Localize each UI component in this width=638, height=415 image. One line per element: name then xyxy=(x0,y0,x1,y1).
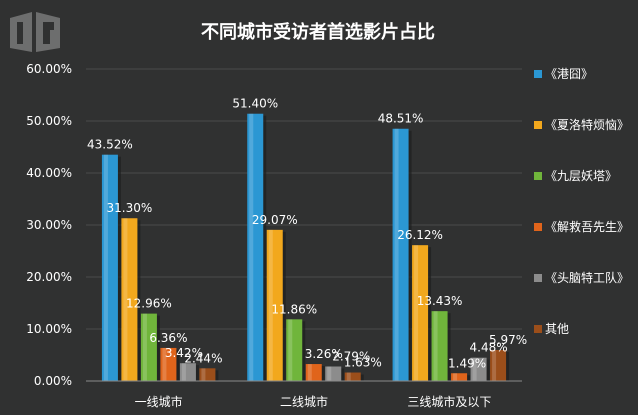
bar-highlight xyxy=(307,364,312,381)
chart-title: 不同城市受访者首选影片占比 xyxy=(201,21,435,43)
x-category-label: 一线城市 xyxy=(135,394,183,409)
bar xyxy=(490,349,507,381)
bar xyxy=(392,128,409,381)
bar xyxy=(121,218,138,381)
data-label: 3.26% xyxy=(305,347,343,361)
legend-label: 《夏洛特烦恼》 xyxy=(545,117,629,132)
logo-letter-r-bowl xyxy=(50,22,54,30)
data-label: 11.86% xyxy=(271,302,317,316)
bar-highlight xyxy=(201,368,206,381)
bar-highlight xyxy=(103,154,108,381)
legend-swatch xyxy=(534,325,542,333)
bar xyxy=(266,229,283,381)
bars-layer xyxy=(101,113,510,381)
bar-highlight xyxy=(433,311,438,381)
bar-highlight xyxy=(181,363,186,381)
legend-swatch xyxy=(534,121,542,129)
legend: 《港囧》《夏洛特烦恼》《九层妖塔》《解救吾先生》《头脑特工队》其他 xyxy=(534,67,629,336)
bar-highlight xyxy=(414,245,419,381)
data-label: 51.40% xyxy=(232,97,278,111)
bar-highlight xyxy=(346,372,351,381)
bar xyxy=(286,319,303,381)
legend-label: 《九层妖塔》 xyxy=(545,169,617,183)
bar xyxy=(431,311,448,381)
data-label: 4.48% xyxy=(470,341,508,355)
bar-highlight xyxy=(288,319,293,381)
x-category-label: 二线城市 xyxy=(280,394,328,409)
logo-letter-r-stem xyxy=(43,22,50,44)
y-tick-label: 10.00% xyxy=(26,322,72,336)
bar-highlight xyxy=(492,349,497,381)
y-tick-label: 20.00% xyxy=(26,270,72,284)
data-label: 13.43% xyxy=(417,294,463,308)
data-label: 2.79% xyxy=(332,349,370,363)
x-category-label: 三线城市及以下 xyxy=(407,394,491,409)
data-label: 29.07% xyxy=(252,213,298,227)
bar xyxy=(412,245,429,381)
bar-highlight xyxy=(249,113,254,381)
grid-layer xyxy=(86,68,522,330)
bar-highlight xyxy=(327,366,332,381)
data-label: 1.63% xyxy=(344,356,382,370)
bar xyxy=(344,372,361,381)
data-label: 1.49% xyxy=(448,356,486,370)
legend-swatch xyxy=(534,223,542,231)
data-label: 3.42% xyxy=(165,346,203,360)
axis-layer: 0.00% 10.00% 20.00% 30.00% 40.00% 50.00% 60.00… xyxy=(26,62,522,409)
bar-highlight xyxy=(142,313,147,381)
y-tick-label: 0.00% xyxy=(34,374,72,388)
y-tick-label: 40.00% xyxy=(26,166,72,180)
y-tick-label: 60.00% xyxy=(26,62,72,76)
bar xyxy=(199,368,216,381)
bar-highlight xyxy=(453,373,458,381)
data-label: 5.97% xyxy=(489,333,527,347)
bar xyxy=(101,154,118,381)
bar xyxy=(160,347,177,381)
legend-label: 《解救吾先生》 xyxy=(545,219,629,234)
bar-highlight xyxy=(472,357,477,381)
logo-icon xyxy=(10,12,60,52)
bar-highlight xyxy=(123,218,128,381)
bar-highlight xyxy=(268,229,273,381)
bar-highlight xyxy=(162,347,167,381)
legend-label: 《港囧》 xyxy=(545,67,593,81)
legend-swatch xyxy=(534,70,542,78)
bar xyxy=(140,313,157,381)
bar xyxy=(247,113,264,381)
legend-swatch xyxy=(534,172,542,180)
data-label: 6.36% xyxy=(149,331,187,345)
bar xyxy=(179,363,196,381)
bar xyxy=(325,366,342,381)
bar xyxy=(451,373,468,381)
data-label: 2.44% xyxy=(184,351,222,365)
legend-swatch xyxy=(534,274,542,282)
logo-letter-i xyxy=(17,22,23,44)
y-tick-label: 30.00% xyxy=(26,218,72,232)
data-label: 12.96% xyxy=(126,297,172,311)
data-label: 31.30% xyxy=(107,201,153,215)
data-label: 48.51% xyxy=(378,112,424,126)
data-label: 26.12% xyxy=(397,228,443,242)
y-tick-label: 50.00% xyxy=(26,114,72,128)
data-labels-layer: 43.52% 31.30% 12.96% 6.36%3.42%2.44% 51.40% 2… xyxy=(87,97,527,371)
legend-label: 《头脑特工队》 xyxy=(545,270,629,285)
bar xyxy=(305,364,322,381)
bar-highlight xyxy=(394,128,399,381)
bar xyxy=(470,357,487,381)
legend-label: 其他 xyxy=(545,322,569,336)
data-label: 43.52% xyxy=(87,138,133,152)
